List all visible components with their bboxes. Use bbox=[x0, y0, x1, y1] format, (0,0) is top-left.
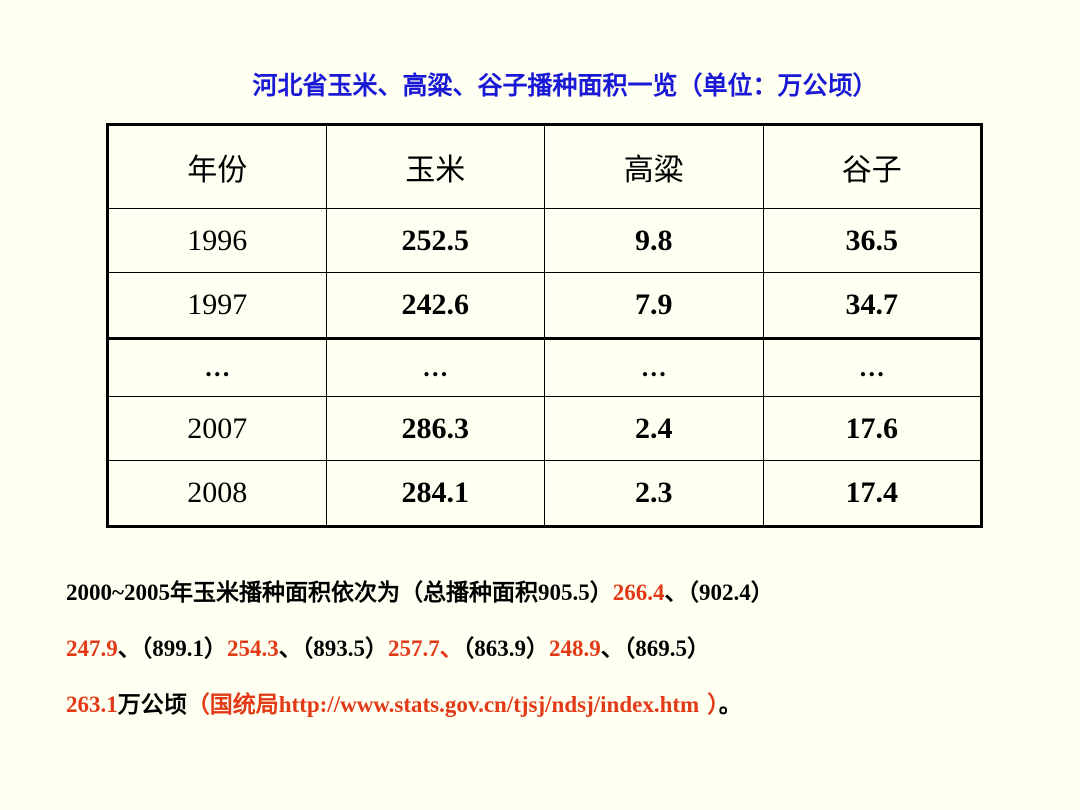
note-total: 902.4 bbox=[698, 580, 751, 605]
note-total: 863.9 bbox=[474, 636, 526, 661]
cell-corn: 252.5 bbox=[325, 208, 545, 273]
note-text: 年玉米播种面积依次为（总播种面积 bbox=[169, 580, 538, 606]
note-end: 。 bbox=[718, 692, 742, 718]
header-year: 年份 bbox=[107, 123, 327, 210]
note-paren: ） bbox=[750, 580, 774, 606]
note-sep: 、（ bbox=[664, 580, 699, 606]
cell-year: 2007 bbox=[107, 396, 327, 462]
note-paren: （ bbox=[462, 636, 475, 662]
planting-area-table: 年份 玉米 高粱 谷子 1996 252.5 9.8 36.5 1997 242… bbox=[106, 123, 983, 528]
cell-ellipsis: … bbox=[107, 336, 327, 398]
note-paren: ） bbox=[365, 636, 388, 662]
header-corn: 玉米 bbox=[325, 123, 545, 210]
cell-year: 1997 bbox=[107, 272, 327, 339]
cell-millet: 17.4 bbox=[762, 460, 982, 527]
table-header-row: 年份 玉米 高粱 谷子 bbox=[107, 123, 982, 210]
note-sep: 、（ bbox=[600, 636, 636, 662]
header-millet: 谷子 bbox=[762, 123, 982, 210]
note-line-2: 247.9、（899.1）254.3、（893.5）257.7、（863.9）2… bbox=[66, 621, 1056, 677]
note-total: 893.5 bbox=[313, 636, 365, 661]
note-sep: 、（ bbox=[117, 636, 153, 662]
note-unit: 万公顷 bbox=[117, 692, 187, 718]
cell-sorghum: 7.9 bbox=[544, 272, 764, 339]
cell-ellipsis: … bbox=[544, 336, 764, 398]
cell-millet: 34.7 bbox=[762, 272, 982, 339]
cell-sorghum: 2.4 bbox=[544, 396, 764, 462]
note-line-1: 2000~2005年玉米播种面积依次为（总播种面积905.5）266.4、（90… bbox=[66, 565, 1056, 621]
note-value: 247.9 bbox=[66, 636, 118, 661]
note-sep: 、 bbox=[439, 636, 463, 662]
note-source-url: http://www.stats.gov.cn/tjsj/ndsj/index.… bbox=[278, 692, 700, 717]
note-paren: ） bbox=[204, 636, 227, 662]
cell-millet: 17.6 bbox=[762, 396, 982, 462]
cell-corn: 286.3 bbox=[325, 396, 545, 462]
note-total: 899.1 bbox=[152, 636, 204, 661]
note-total: 905.5 bbox=[537, 580, 590, 605]
table-row: 1996 252.5 9.8 36.5 bbox=[107, 208, 982, 273]
cell-millet: 36.5 bbox=[762, 208, 982, 273]
note-total: 869.5 bbox=[635, 636, 687, 661]
note-paren: ） bbox=[687, 636, 710, 662]
note-line-3: 263.1万公顷（国统局http://www.stats.gov.cn/tjsj… bbox=[66, 677, 1056, 733]
table-row: 2007 286.3 2.4 17.6 bbox=[107, 396, 982, 462]
note-source-label: （国统局 bbox=[186, 692, 279, 718]
cell-ellipsis: … bbox=[325, 336, 545, 398]
note-years: 2000~2005 bbox=[66, 580, 170, 605]
corn-area-note: 2000~2005年玉米播种面积依次为（总播种面积905.5）266.4、（90… bbox=[66, 565, 1056, 733]
cell-corn: 242.6 bbox=[325, 272, 545, 339]
header-sorghum: 高粱 bbox=[544, 123, 764, 210]
note-value: 248.9 bbox=[549, 636, 601, 661]
note-value: 266.4 bbox=[612, 580, 665, 605]
cell-ellipsis: … bbox=[762, 336, 982, 398]
page-title: 河北省玉米、高粱、谷子播种面积一览（单位：万公顷） bbox=[252, 71, 878, 100]
table-row-ellipsis: … … … … bbox=[107, 336, 982, 398]
cell-sorghum: 2.3 bbox=[544, 460, 764, 527]
cell-year: 1996 bbox=[107, 208, 327, 273]
table-row: 2008 284.1 2.3 17.4 bbox=[107, 460, 982, 527]
note-sep: 、（ bbox=[278, 636, 314, 662]
cell-corn: 284.1 bbox=[325, 460, 545, 527]
note-value: 263.1 bbox=[66, 692, 118, 717]
note-paren: ） bbox=[526, 636, 549, 662]
cell-year: 2008 bbox=[107, 460, 327, 527]
note-source-close: ） bbox=[699, 692, 719, 718]
note-paren: ） bbox=[589, 580, 613, 606]
cell-sorghum: 9.8 bbox=[544, 208, 764, 273]
note-value: 257.7 bbox=[388, 636, 440, 661]
table-row: 1997 242.6 7.9 34.7 bbox=[107, 272, 982, 339]
note-value: 254.3 bbox=[227, 636, 279, 661]
